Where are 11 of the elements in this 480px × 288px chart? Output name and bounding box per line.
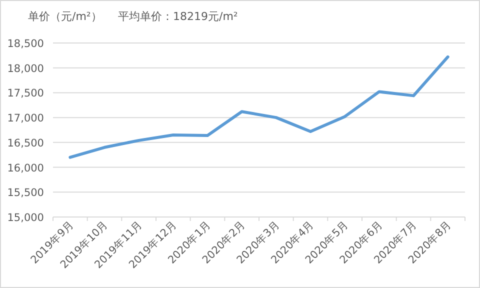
chart-subtitle: 平均单价：18219元/m² bbox=[118, 10, 238, 23]
line-series bbox=[68, 55, 450, 159]
y-tick-label: 17,500 bbox=[7, 88, 44, 100]
y-tick-label: 15,500 bbox=[7, 187, 44, 200]
chart-title: 单价（元/m²） bbox=[28, 10, 102, 23]
y-tick-label: 18,000 bbox=[7, 62, 44, 75]
y-tick-label: 15,000 bbox=[7, 212, 44, 224]
y-tick-label: 16,000 bbox=[7, 162, 44, 174]
y-tick-label: 18,500 bbox=[7, 38, 44, 50]
y-tick-label: 16,500 bbox=[7, 137, 44, 150]
y-tick-label: 17,000 bbox=[7, 112, 44, 125]
